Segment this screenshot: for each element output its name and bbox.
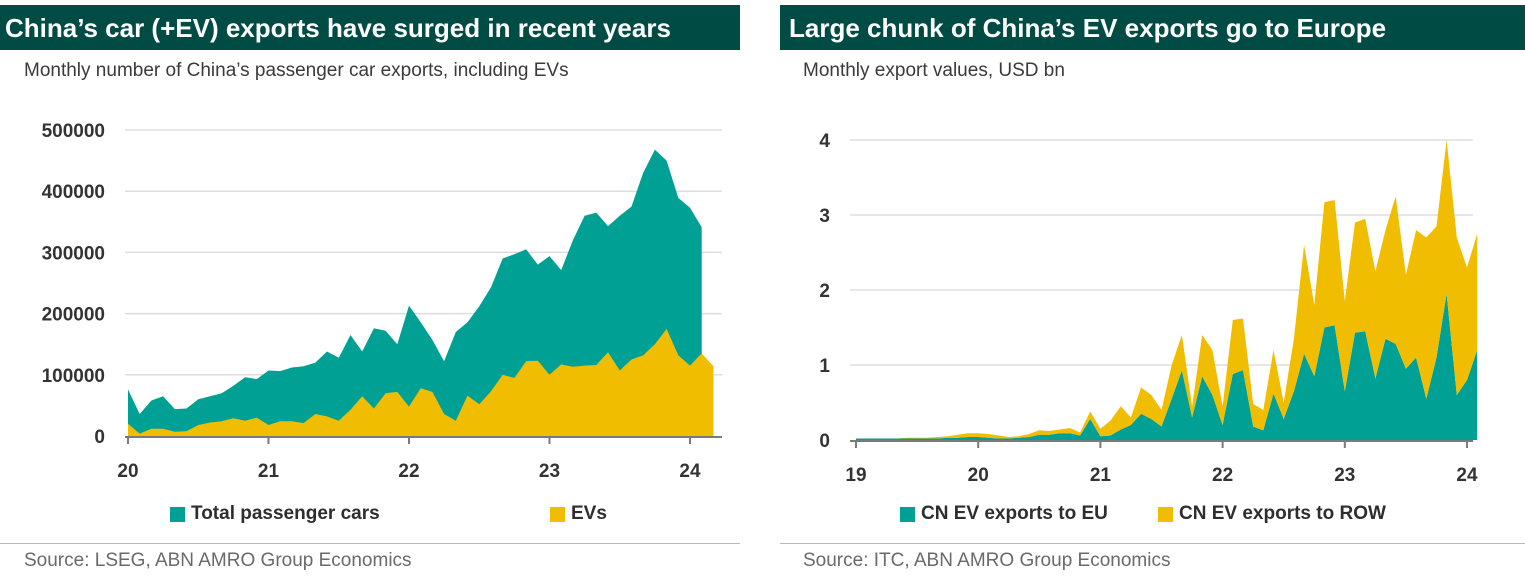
x-tick-label: 23 [1334, 465, 1355, 486]
left-title-bar: China’s car (+EV) exports have surged in… [0, 5, 740, 50]
legend-swatch-yellow [1158, 506, 1173, 522]
left-chart-panel: China’s car (+EV) exports have surged in… [0, 0, 740, 585]
right-title-bar: Large chunk of China’s EV exports go to … [780, 5, 1525, 50]
y-tick-label: 1 [819, 356, 830, 377]
right-chart-panel: Large chunk of China’s EV exports go to … [780, 0, 1525, 585]
left-chart-subtitle: Monthly number of China’s passenger car … [24, 60, 569, 81]
left-chart-title: China’s car (+EV) exports have surged in… [5, 13, 671, 43]
legend-label-row: CN EV exports to ROW [1179, 503, 1386, 524]
legend-item-eu: CN EV exports to EU [900, 503, 1108, 525]
right-source-note: Source: ITC, ABN AMRO Group Economics [803, 550, 1171, 571]
left-footer-rule [0, 543, 740, 544]
y-tick-label: 0 [94, 427, 105, 448]
x-tick-label: 21 [258, 461, 280, 482]
area-total-passenger-cars [128, 149, 702, 436]
y-tick-label: 200000 [42, 305, 105, 326]
x-tick-label: 21 [1090, 465, 1112, 486]
legend-label-evs: EVs [571, 503, 607, 524]
legend-item-row: CN EV exports to ROW [1158, 503, 1386, 525]
right-chart-title: Large chunk of China’s EV exports go to … [789, 13, 1387, 43]
legend-swatch-yellow [550, 506, 565, 522]
y-tick-label: 2 [819, 281, 830, 302]
area-evs [128, 328, 714, 436]
y-tick-label: 400000 [42, 182, 105, 203]
x-tick-label: 24 [679, 461, 701, 482]
y-tick-label: 3 [819, 206, 830, 227]
y-tick-label: 500000 [42, 121, 105, 142]
right-footer-rule [780, 543, 1525, 544]
y-tick-label: 300000 [42, 243, 105, 264]
legend-swatch-teal [170, 506, 185, 522]
x-tick-label: 22 [398, 461, 419, 482]
left-source-note: Source: LSEG, ABN AMRO Group Economics [24, 550, 412, 571]
area-cn-ev-exports-to-row [856, 140, 1478, 439]
x-tick-label: 20 [117, 461, 138, 482]
x-tick-label: 24 [1456, 465, 1478, 486]
y-tick-label: 0 [819, 431, 830, 452]
legend-item-evs: EVs [550, 503, 607, 525]
legend-item-total-cars: Total passenger cars [170, 503, 380, 525]
legend-label-eu: CN EV exports to EU [921, 503, 1108, 524]
area-cn-ev-exports-to-eu [856, 293, 1478, 440]
x-tick-label: 22 [1212, 465, 1233, 486]
x-tick-label: 19 [845, 465, 866, 486]
right-chart-subtitle: Monthly export values, USD bn [803, 60, 1065, 81]
y-tick-label: 100000 [42, 366, 105, 387]
legend-swatch-teal [900, 506, 915, 522]
y-tick-label: 4 [819, 131, 830, 152]
left-chart-plot: 0 100000 200000 300000 400000 500000 20 21 22 23 2… [42, 121, 722, 482]
x-tick-label: 23 [539, 461, 560, 482]
x-tick-label: 20 [968, 465, 989, 486]
legend-label-total-cars: Total passenger cars [191, 503, 380, 524]
